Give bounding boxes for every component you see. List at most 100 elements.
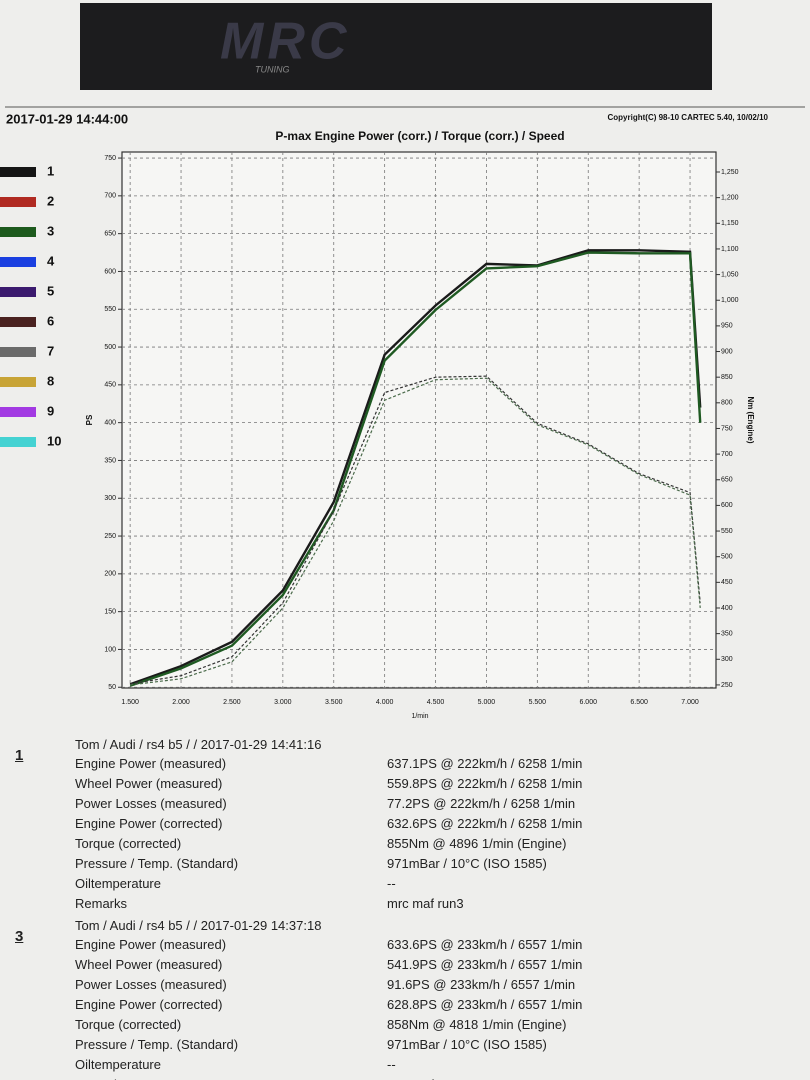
y2-tick-label: 300 (721, 656, 733, 663)
y-axis-label: PS (85, 414, 94, 425)
x-tick-label: 7.000 (681, 699, 699, 706)
y2-tick-label: 1,000 (721, 297, 739, 304)
x-tick-label: 4.000 (376, 699, 394, 706)
run-value: mrc maf run3 (387, 1077, 464, 1080)
y2-tick-label: 850 (721, 374, 733, 381)
run-field: Engine Power (measured) (75, 937, 227, 952)
timestamp: 2017-01-29 14:44:00 (6, 111, 128, 126)
y2-tick-label: 350 (721, 630, 733, 637)
run-field: Remarks (75, 896, 128, 911)
legend-swatch (0, 347, 36, 357)
x-tick-label: 1.500 (121, 699, 139, 706)
legend-swatch (0, 167, 36, 177)
legend-label: 6 (47, 313, 54, 328)
y2-tick-label: 600 (721, 502, 733, 509)
y-tick-label: 400 (104, 419, 116, 426)
series-line (130, 375, 701, 685)
series-line (129, 251, 702, 687)
series-line (130, 377, 701, 686)
y-tick-label: 50 (108, 684, 116, 691)
y2-tick-label: 950 (721, 323, 733, 330)
legend-swatch (0, 287, 36, 297)
y2-tick-label: 250 (721, 682, 733, 689)
run-field: Remarks (75, 1077, 127, 1080)
x-tick-label: 5.500 (529, 699, 547, 706)
legend-label: 7 (47, 343, 54, 358)
legend-swatch (0, 377, 36, 387)
x-tick-label: 6.000 (579, 699, 597, 706)
run-heading: Tom / Audi / rs4 b5 / / 2017-01-29 14:37… (75, 918, 322, 933)
y-tick-label: 100 (104, 646, 116, 653)
y-tick-label: 600 (104, 268, 116, 275)
legend-label: 10 (47, 433, 61, 448)
chart-title: P-max Engine Power (corr.) / Torque (cor… (275, 129, 564, 143)
y2-axis-label: Nm (Engine) (746, 396, 755, 443)
y2-tick-label: 1,250 (721, 169, 739, 176)
y-tick-label: 300 (104, 495, 116, 502)
series-line (129, 249, 702, 686)
legend-swatch (0, 227, 36, 237)
y2-tick-label: 500 (721, 554, 733, 561)
run-value: 971mBar / 10°C (ISO 1585) (387, 1037, 547, 1052)
run-number: 3 (15, 928, 24, 945)
run-field: Wheel Power (measured) (75, 957, 223, 972)
run-field: Pressure / Temp. (Standard) (75, 856, 239, 871)
y2-tick-label: 1,100 (721, 246, 739, 253)
legend-label: 5 (47, 283, 54, 298)
run-value: 633.6PS @ 233km/h / 6557 1/min (387, 937, 583, 952)
legend-swatch (0, 407, 36, 417)
copyright: Copyright(C) 98-10 CARTEC 5.40, 10/02/10 (608, 113, 769, 122)
legend-label: 3 (47, 223, 54, 238)
y2-tick-label: 1,050 (721, 271, 739, 278)
run-value: mrc maf run3 (387, 896, 464, 911)
run-heading: Tom / Audi / rs4 b5 / / 2017-01-29 14:41… (75, 737, 322, 752)
x-axis-label: 1/min (411, 713, 428, 720)
y-tick-label: 550 (104, 306, 116, 313)
x-tick-label: 5.000 (478, 699, 496, 706)
y2-tick-label: 450 (721, 579, 733, 586)
x-tick-label: 4.500 (427, 699, 445, 706)
run-value: 855Nm @ 4896 1/min (Engine) (387, 836, 567, 851)
run-value: 637.1PS @ 222km/h / 6258 1/min (387, 756, 583, 771)
y-tick-label: 500 (104, 344, 116, 351)
legend-swatch (0, 197, 36, 207)
logo-band (80, 3, 712, 90)
y2-tick-label: 1,150 (721, 220, 739, 227)
y-tick-label: 700 (104, 193, 116, 200)
y-tick-label: 750 (104, 155, 116, 162)
x-tick-label: 3.500 (325, 699, 343, 706)
run-value: 91.6PS @ 233km/h / 6557 1/min (387, 977, 576, 992)
run-value: 971mBar / 10°C (ISO 1585) (387, 856, 547, 871)
legend-label: 9 (47, 403, 54, 418)
chart: MRC TUNING 2017-01-29 14:44:00 Copyright… (0, 3, 805, 720)
plot-area (121, 151, 717, 689)
run-field: Power Losses (measured) (75, 977, 227, 992)
legend-label: 4 (47, 253, 55, 268)
run-field: Wheel Power (measured) (75, 776, 223, 791)
run-field: Torque (corrected) (75, 836, 182, 851)
run-value: 632.6PS @ 222km/h / 6258 1/min (387, 816, 583, 831)
run-value: 858Nm @ 4818 1/min (Engine) (387, 1017, 567, 1032)
y2-tick-label: 550 (721, 528, 733, 535)
y-tick-label: 250 (104, 533, 116, 540)
run-value: -- (387, 1057, 396, 1072)
y-tick-label: 150 (104, 608, 116, 615)
legend-swatch (0, 257, 36, 267)
logo-sub: TUNING (255, 64, 290, 74)
run-field: Pressure / Temp. (Standard) (75, 1037, 239, 1052)
x-tick-label: 3.000 (274, 699, 292, 706)
run-value: -- (387, 876, 396, 891)
legend-label: 2 (47, 193, 54, 208)
y2-tick-label: 650 (721, 477, 733, 484)
run-value: 77.2PS @ 222km/h / 6258 1/min (387, 796, 576, 811)
x-tick-label: 2.500 (223, 699, 241, 706)
y-tick-label: 200 (104, 571, 116, 578)
y2-tick-label: 700 (721, 451, 733, 458)
legend-swatch (0, 317, 36, 327)
y-tick-label: 350 (104, 457, 116, 464)
y-tick-label: 650 (104, 230, 116, 237)
run-field: Torque (corrected) (75, 1017, 182, 1032)
run-value: 628.8PS @ 233km/h / 6557 1/min (387, 997, 583, 1012)
run-field: Engine Power (corrected) (75, 816, 223, 831)
